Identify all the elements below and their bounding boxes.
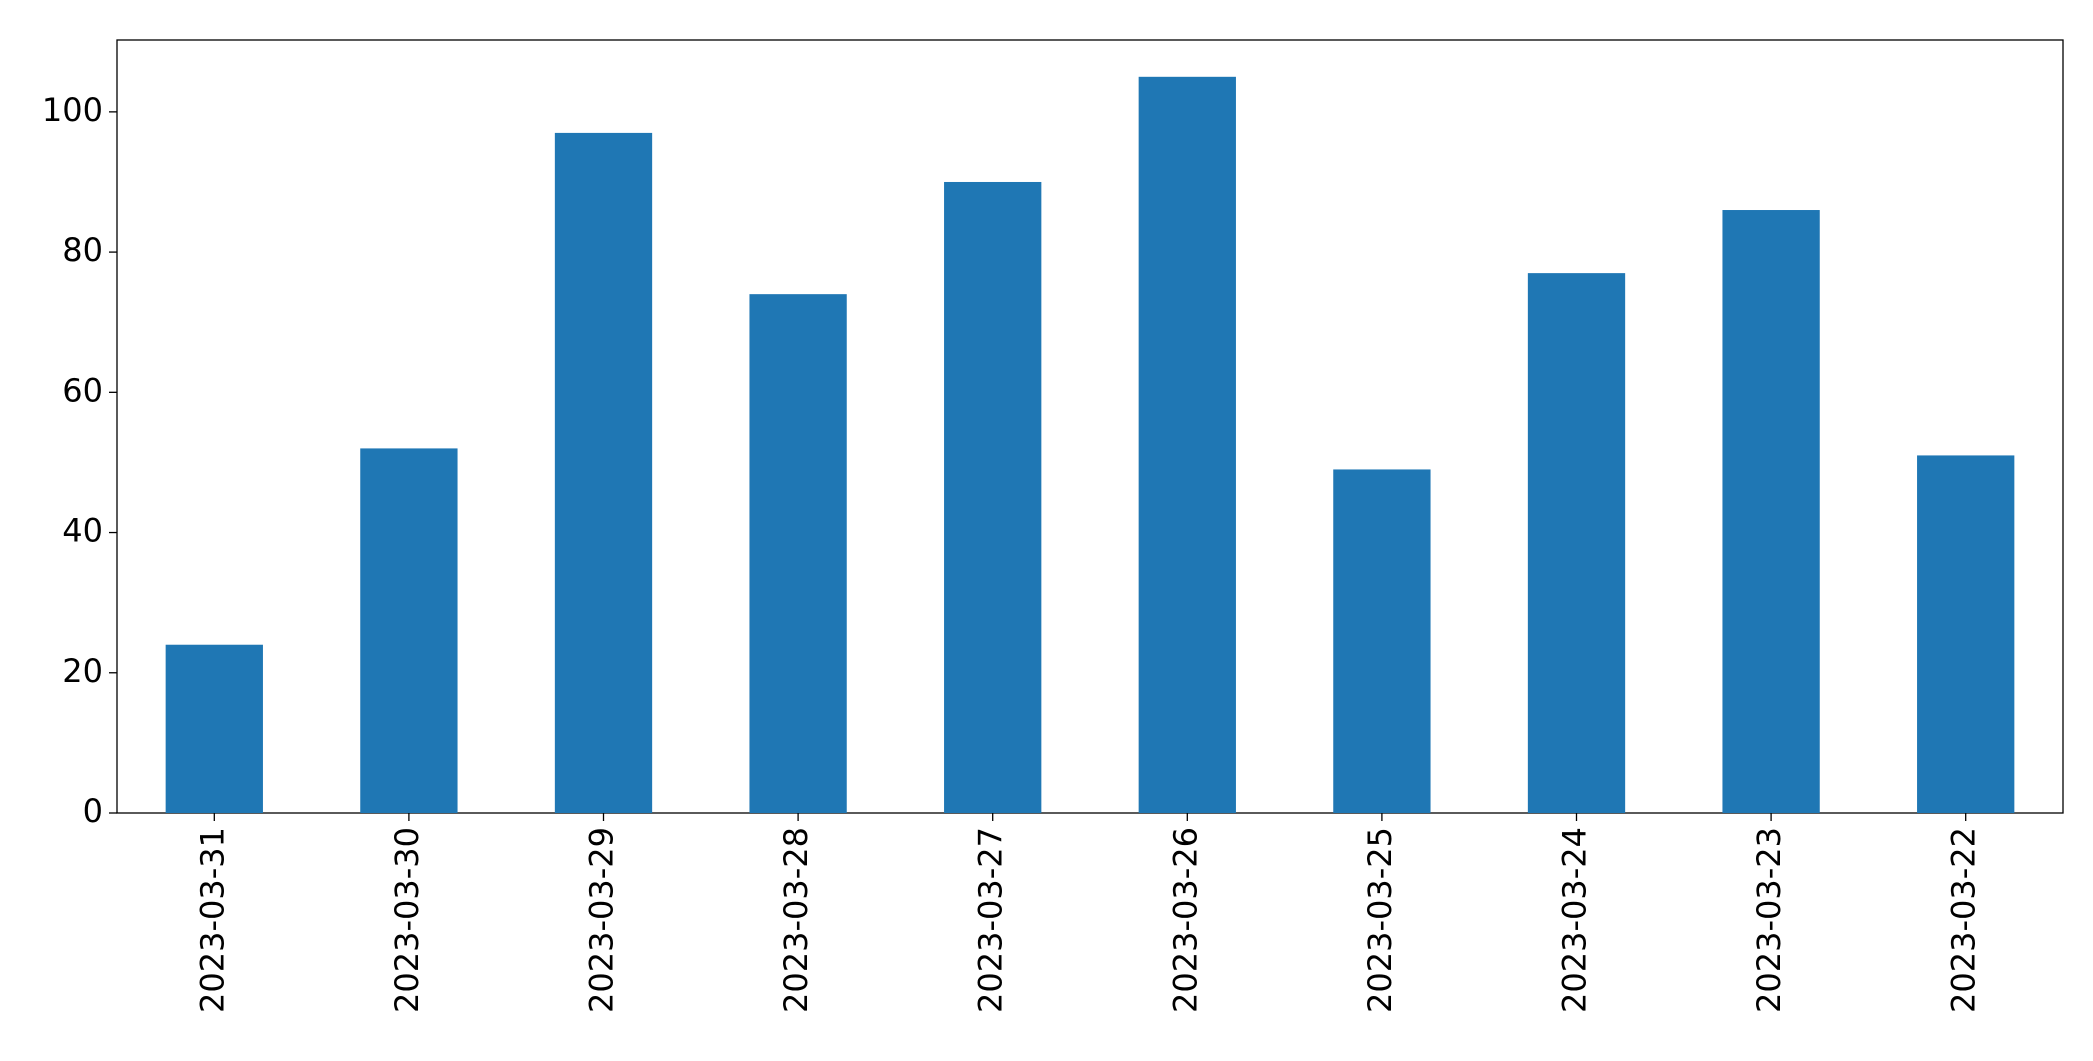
bar [749,294,847,813]
bar [1722,210,1820,813]
x-tick-label: 2023-03-28 [777,827,815,1013]
bar [1333,469,1431,813]
bar [554,132,653,814]
x-tick-label: 2023-03-26 [1166,827,1204,1013]
x-tick-label: 2023-03-27 [972,827,1010,1013]
y-tick-label: 80 [62,231,103,269]
x-tick-label: 2023-03-22 [1945,827,1983,1013]
y-tick-label: 100 [42,91,103,129]
x-tick-label: 2023-03-25 [1361,827,1399,1013]
y-tick-label: 20 [62,652,103,690]
bar [165,644,263,813]
x-tick-label: 2023-03-29 [583,827,621,1013]
y-tick-label: 40 [62,512,103,550]
y-tick-label: 60 [62,371,103,409]
bar [360,448,458,813]
plot-frame [116,39,2064,814]
bar [944,181,1042,813]
bar [1138,76,1236,814]
bar [1917,455,2015,813]
y-tick-label: 0 [83,792,103,830]
x-tick-label: 2023-03-31 [193,827,231,1013]
x-tick-label: 2023-03-23 [1750,827,1788,1013]
x-tick-label: 2023-03-24 [1556,827,1594,1013]
x-tick-label: 2023-03-30 [388,827,426,1013]
bar [1527,273,1626,814]
